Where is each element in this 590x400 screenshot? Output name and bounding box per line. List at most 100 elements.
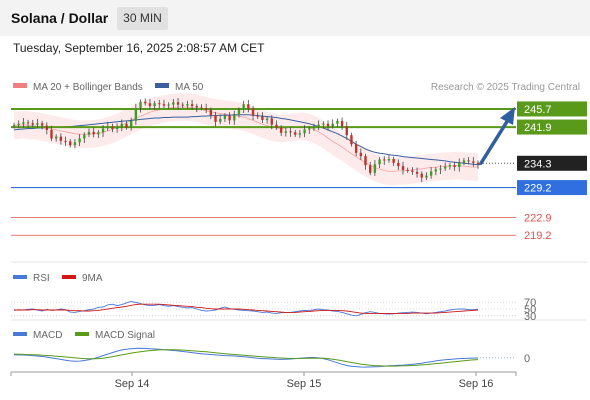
candle-body	[420, 173, 423, 178]
candle-body	[87, 131, 91, 135]
candle-body	[345, 126, 348, 136]
candle-body	[322, 123, 325, 125]
candle-body	[247, 104, 250, 109]
ma50-legend-label: MA 50	[175, 82, 204, 93]
support-level-label: 229.2	[524, 183, 552, 195]
report-datetime: Tuesday, September 16, 2025 2:08:57 AM C…	[13, 41, 265, 55]
macd-legend: MACD MACD Signal	[13, 330, 155, 341]
candle-body	[308, 128, 311, 130]
candle-body	[97, 132, 100, 135]
x-tick-label: Sep 15	[287, 378, 322, 390]
macd-signal-legend-swatch	[75, 332, 89, 336]
candle-body	[340, 120, 344, 127]
candle-body	[373, 164, 377, 173]
forecast-arrow-shaft	[479, 118, 510, 165]
candle-body	[256, 115, 259, 117]
candle-body	[289, 131, 292, 133]
macd-signal-line	[13, 349, 479, 367]
candle-body	[326, 123, 330, 127]
candle-body	[406, 169, 409, 171]
candle-body	[12, 125, 16, 127]
rsi-legend-swatch	[13, 275, 27, 279]
candle-body	[284, 131, 288, 133]
pivot-level-label: 234.3	[524, 158, 552, 170]
resistance-level-label: 245.7	[524, 104, 552, 116]
ma50-line	[13, 114, 480, 166]
candle-body	[270, 118, 273, 125]
candle-body	[59, 136, 63, 141]
candle-body	[467, 160, 470, 162]
candle-body	[186, 104, 189, 106]
rsi-tick-label: 50	[524, 304, 536, 316]
candle-body	[261, 116, 264, 120]
candle-body	[22, 122, 25, 124]
candle-body	[251, 108, 255, 116]
header-bar: Solana / Dollar 30 MIN	[0, 0, 590, 36]
candle-body	[176, 102, 180, 105]
candle-body	[17, 123, 20, 126]
macd-legend-swatch	[13, 332, 27, 336]
candle-body	[172, 102, 175, 105]
candle-body	[233, 115, 236, 121]
candle-body	[448, 165, 452, 167]
rsi-ma-legend-swatch	[62, 275, 76, 279]
candle-body	[125, 123, 128, 128]
rsi-line	[13, 301, 479, 317]
candle-body	[411, 170, 414, 172]
candle-body	[228, 115, 231, 121]
candle-body	[472, 161, 475, 163]
candle-body	[115, 126, 119, 129]
rsi-ma-legend-label: 9MA	[82, 273, 103, 284]
candle-body	[383, 159, 386, 161]
candle-body	[31, 123, 34, 125]
candle-body	[78, 138, 81, 143]
candle-body	[144, 101, 147, 104]
candle-body	[219, 118, 222, 122]
candle-body	[458, 162, 461, 168]
candle-body	[158, 103, 161, 105]
ma20-line	[14, 106, 478, 172]
candle-body	[129, 120, 133, 128]
candle-body	[190, 104, 194, 107]
ma50-legend-swatch	[155, 83, 169, 88]
candle-body	[214, 115, 217, 122]
candle-body	[50, 129, 53, 139]
rsi-tick-label: 30	[524, 311, 536, 323]
candle-body	[401, 166, 405, 170]
candle-body	[331, 123, 334, 127]
candle-body	[181, 104, 184, 106]
candle-body	[387, 158, 391, 161]
candle-body	[317, 124, 320, 128]
candle-body	[54, 136, 58, 139]
candle-body	[83, 134, 86, 139]
macd-line	[14, 347, 479, 368]
timeframe-button[interactable]: 30 MIN	[117, 7, 168, 30]
candle-body	[425, 175, 428, 178]
candle-body	[298, 133, 302, 135]
rsi-legend: RSI 9MA	[13, 273, 103, 284]
candle-body	[106, 126, 109, 129]
candle-body	[26, 122, 30, 124]
candle-body	[336, 120, 339, 124]
candle-body	[134, 108, 138, 121]
candle-body	[101, 128, 105, 133]
support-level-tag	[517, 180, 587, 196]
candle-body	[462, 160, 466, 163]
candle-body	[275, 124, 278, 128]
candle-body	[111, 126, 114, 129]
candle-body	[439, 168, 442, 170]
candle-body	[369, 165, 372, 173]
candle-body	[392, 158, 395, 163]
x-tick-label: Sep 14	[115, 378, 150, 390]
pivot-level-tag	[517, 155, 587, 171]
resistance-level-label: 241.9	[524, 122, 552, 134]
candle-body	[312, 127, 316, 129]
candle-body	[237, 109, 241, 116]
bollinger-band-area	[14, 93, 478, 186]
candle-body	[429, 171, 433, 176]
x-tick-label: Sep 16	[459, 378, 494, 390]
candle-body	[364, 156, 367, 166]
